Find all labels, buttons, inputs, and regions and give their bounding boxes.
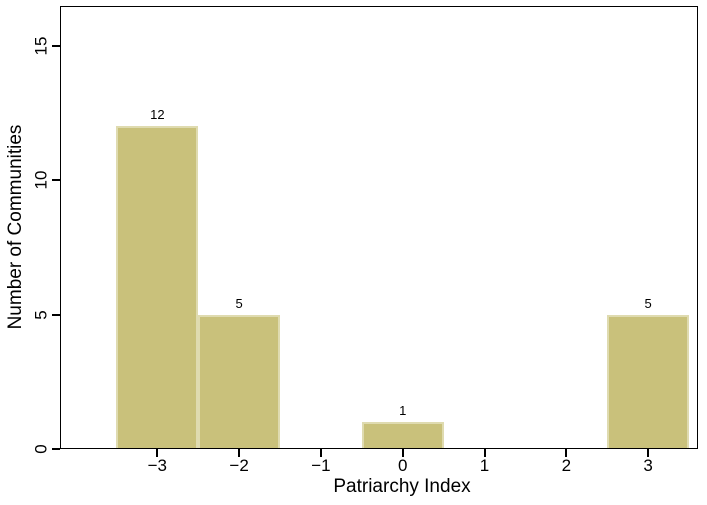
x-axis-tick: [238, 449, 241, 457]
bar-value-label: 1: [399, 403, 407, 419]
x-axis-tick-label: 0: [397, 456, 408, 475]
histogram-bar: [607, 314, 689, 449]
y-axis-tick-label: 10: [31, 170, 51, 190]
y-axis-title: Number of Communities: [5, 124, 26, 330]
x-axis-tick: [647, 449, 650, 457]
y-axis-tick: [52, 179, 60, 182]
bar-value-label: 5: [235, 295, 243, 311]
x-axis-tick: [319, 449, 322, 457]
x-axis-tick-label: −1: [311, 456, 331, 475]
x-axis-tick-label: 2: [561, 456, 572, 475]
y-axis-tick-label: 0: [31, 444, 51, 454]
y-axis-tick-label: 5: [31, 309, 51, 320]
x-axis-tick-label: 3: [643, 456, 653, 475]
bar-value-label: 5: [644, 295, 652, 311]
x-axis-tick: [401, 449, 404, 457]
bar-value-label: 12: [150, 107, 165, 123]
y-axis-tick: [52, 44, 60, 47]
x-axis-title: Patriarchy Index: [333, 476, 471, 497]
x-axis-tick: [156, 449, 159, 457]
y-axis-tick: [52, 448, 60, 450]
x-axis-tick: [483, 449, 486, 457]
x-axis-tick-label: 1: [479, 456, 490, 475]
y-axis-tick-label: 15: [31, 36, 51, 55]
x-axis-tick-label: −3: [147, 456, 168, 475]
y-axis-tick: [52, 313, 60, 316]
x-axis-tick: [565, 449, 568, 457]
histogram-bar: [116, 126, 199, 449]
x-axis-tick-label: −2: [229, 456, 249, 475]
histogram-bar: [361, 422, 444, 449]
histogram-bar: [198, 314, 280, 449]
